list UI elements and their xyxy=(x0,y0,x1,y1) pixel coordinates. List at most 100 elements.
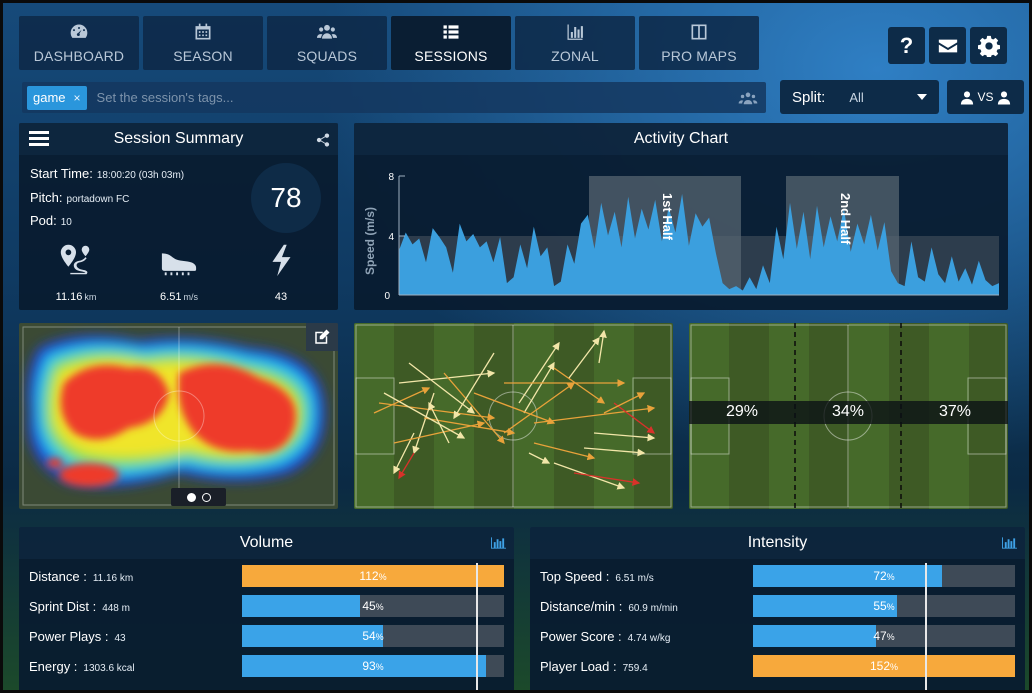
tab-zonal[interactable]: ZONAL xyxy=(515,16,635,70)
speed-stat: 6.51 m/s xyxy=(139,243,219,305)
activity-chart-header: Activity Chart xyxy=(354,123,1008,155)
tags-input[interactable]: Set the session's tags... xyxy=(96,90,234,105)
movement-arrow xyxy=(443,372,505,444)
session-tags-bar[interactable]: game × Set the session's tags... xyxy=(22,82,766,113)
bar-chart-icon xyxy=(567,24,583,40)
intensity-row: Player Load :759.4 152% xyxy=(530,655,1025,679)
movement-arrow xyxy=(603,392,646,414)
tag-remove-icon[interactable]: × xyxy=(73,90,81,105)
compare-vs-button[interactable]: VS xyxy=(947,80,1024,114)
metric-bar[interactable]: 152% xyxy=(753,655,1015,677)
metric-value: 60.9 m/min xyxy=(628,603,678,614)
tab-pro-maps[interactable]: PRO MAPS xyxy=(639,16,759,70)
second-half-label: 2nd Half xyxy=(838,193,853,245)
metric-percent: 72% xyxy=(873,569,895,583)
volume-row: Energy :1303.6 kcal 93% xyxy=(19,655,514,679)
metric-bar[interactable]: 45% xyxy=(242,595,504,617)
pitch-label: Pitch: xyxy=(30,190,63,205)
intensity-header: Intensity xyxy=(530,527,1025,559)
movement-arrow xyxy=(528,452,551,464)
heat-map-graphic xyxy=(19,323,338,509)
bar-chart-icon[interactable] xyxy=(491,537,506,549)
help-button[interactable]: ? xyxy=(888,27,925,64)
movement-arrow xyxy=(398,369,496,384)
main-nav: DASHBOARD SEASON SQUADS SESSIONS ZONAL P… xyxy=(19,16,759,70)
metric-label: Power Score :4.74 w/kg xyxy=(540,629,671,644)
envelope-icon xyxy=(938,39,957,52)
movement-arrow xyxy=(613,402,656,434)
carousel-dots[interactable] xyxy=(171,488,226,506)
activity-chart-title: Activity Chart xyxy=(633,130,729,147)
tab-dashboard[interactable]: DASHBOARD xyxy=(19,16,139,70)
settings-button[interactable] xyxy=(970,27,1007,64)
session-score: 78 xyxy=(251,163,321,233)
session-summary-panel: Session Summary Start Time: 18:00:20 (03h… xyxy=(19,123,338,310)
menu-icon[interactable] xyxy=(29,131,49,147)
tab-season[interactable]: SEASON xyxy=(143,16,263,70)
metric-bar[interactable]: 93% xyxy=(242,655,504,677)
movement-arrow xyxy=(568,336,600,379)
movement-arrow xyxy=(453,352,495,420)
tab-sessions[interactable]: SESSIONS xyxy=(391,16,511,70)
help-icon: ? xyxy=(899,32,914,58)
speed-value: 6.51 xyxy=(160,291,182,303)
route-pin-icon xyxy=(60,244,90,275)
metric-bar-fill xyxy=(753,565,942,587)
pod-row: Pod: 10 xyxy=(30,213,72,228)
lightning-icon xyxy=(272,244,291,277)
metric-value: 4.74 w/kg xyxy=(627,633,671,644)
metric-bar-fill xyxy=(242,625,384,647)
metric-bar[interactable]: 47% xyxy=(753,625,1015,647)
metric-label: Player Load :759.4 xyxy=(540,659,648,674)
metric-bar[interactable]: 54% xyxy=(242,625,504,647)
zone-attacking-value: 37% xyxy=(938,403,972,420)
metric-bar[interactable]: 72% xyxy=(753,565,1015,587)
share-icon[interactable] xyxy=(316,133,330,147)
metric-bar-fill xyxy=(753,595,898,617)
gear-icon xyxy=(977,35,1000,57)
bar-chart-icon[interactable] xyxy=(1002,537,1017,549)
speed-area xyxy=(399,193,999,295)
intensity-row: Distance/min :60.9 m/min 55% xyxy=(530,595,1025,619)
mail-button[interactable] xyxy=(929,27,966,64)
activity-chart[interactable]: 0 4 8 Speed (m/s) 1st Half 2nd Half xyxy=(354,155,1008,305)
edit-button[interactable] xyxy=(306,323,338,351)
movement-arrows xyxy=(373,329,656,490)
zonal-split-map[interactable]: 29% 34% 37% xyxy=(689,323,1008,509)
y-tick-label-0: 0 xyxy=(384,291,390,302)
metric-value: 6.51 m/s xyxy=(615,573,654,584)
pitch-value: portadown FC xyxy=(66,194,130,205)
start-time-label: Start Time: xyxy=(30,166,93,181)
y-tick-label-4: 4 xyxy=(388,232,394,243)
movement-arrow xyxy=(518,341,560,404)
metric-bar-fill xyxy=(242,595,360,617)
y-axis-label: Speed (m/s) xyxy=(363,207,377,275)
tab-zonal-label: ZONAL xyxy=(551,48,599,64)
dashboard-gauge-icon xyxy=(70,24,88,38)
tab-squads[interactable]: SQUADS xyxy=(267,16,387,70)
movement-arrow xyxy=(378,402,496,422)
movement-arrows-map[interactable] xyxy=(354,323,673,509)
split-dropdown[interactable]: Split: All xyxy=(780,80,939,114)
heat-map[interactable] xyxy=(19,323,338,509)
metric-bar[interactable]: 55% xyxy=(753,595,1015,617)
distance-value: 11.16 xyxy=(55,291,83,303)
speed-unit: m/s xyxy=(183,292,198,302)
carousel-dot[interactable] xyxy=(201,492,211,502)
carousel-dot-active[interactable] xyxy=(186,492,196,502)
volume-row: Power Plays :43 54% xyxy=(19,625,514,649)
metric-value: 448 m xyxy=(102,603,130,614)
session-summary-title: Session Summary xyxy=(113,130,244,147)
edit-icon xyxy=(315,329,330,344)
pitch-row: Pitch: portadown FC xyxy=(30,190,129,205)
intensity-title: Intensity xyxy=(747,534,808,551)
movement-arrow xyxy=(598,329,607,364)
zone-values-band xyxy=(689,401,1008,424)
tag-chip-game: game × xyxy=(27,85,87,110)
boot-icon xyxy=(161,253,197,276)
movement-arrow xyxy=(373,387,431,414)
metric-label: Distance :11.16 km xyxy=(29,569,134,584)
list-icon xyxy=(443,25,459,39)
group-icon[interactable] xyxy=(738,91,758,105)
metric-bar[interactable]: 112% xyxy=(242,565,504,587)
